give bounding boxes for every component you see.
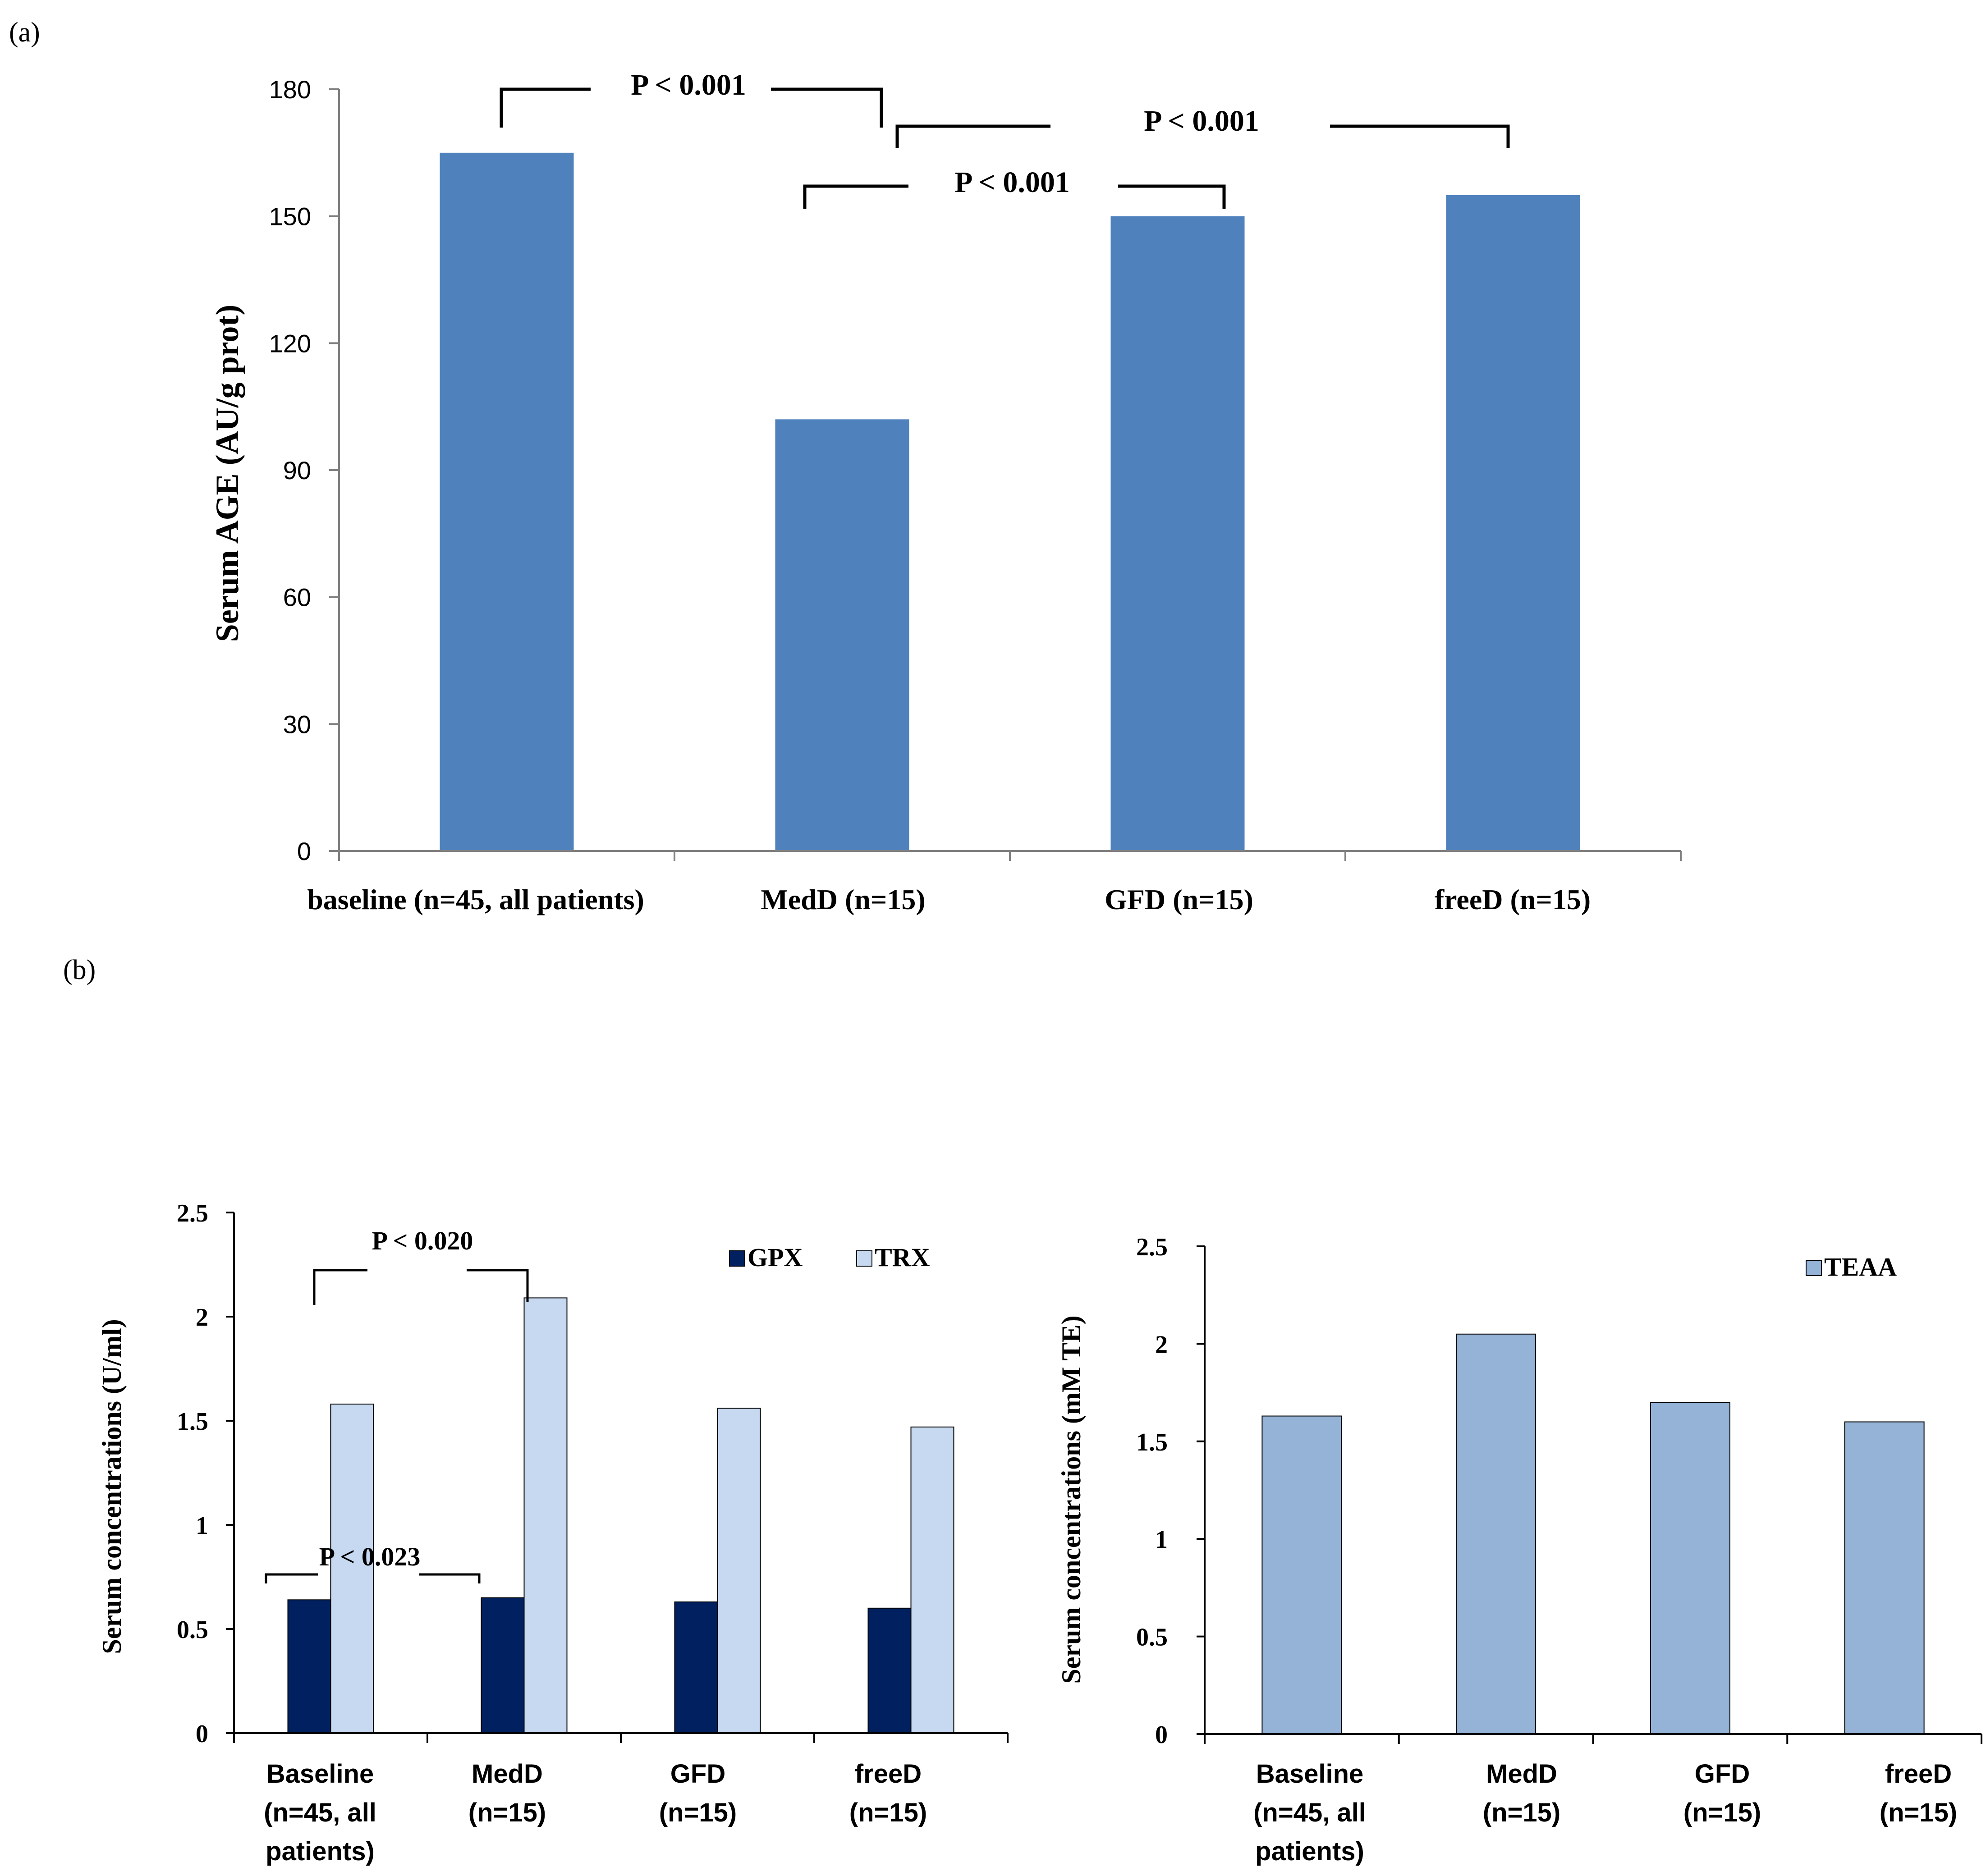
- b-left-legend: GPX TRX: [729, 1243, 930, 1272]
- b-left-bar-trx-0: [330, 1404, 374, 1734]
- b-left-bar-gpx-0: [287, 1599, 331, 1734]
- panel-label-b: (b): [63, 955, 96, 985]
- chart-b-left: 0 0.5 1 1.5 2 2.5 Baseline (n=45, all patients)…: [97, 1199, 1009, 1866]
- b-left-bar-gpx-1: [481, 1597, 525, 1734]
- legend-swatch-gpx: [729, 1250, 745, 1267]
- b-right-y-tick-label: 0.5: [1136, 1624, 1168, 1652]
- a-y-tick-label: 90: [283, 456, 311, 485]
- b-left-pvalue-trx: P < 0.020: [372, 1226, 473, 1255]
- b-left-categories: Baseline (n=45, all patients) MedD (n=15) GFD…: [264, 1759, 927, 1866]
- a-bar-serum-age-2: [1110, 216, 1245, 851]
- b-left-bracket-trx: P < 0.020: [313, 1226, 529, 1305]
- a-categories: baseline (n=45, all patients) MedD (n=15)…: [307, 883, 1591, 915]
- legend-label-trx: TRX: [875, 1243, 930, 1272]
- b-right-category-label: MedD (n=15): [1483, 1759, 1560, 1827]
- b-left-y-tick-label: 2.5: [177, 1199, 208, 1227]
- b-right-y-tick-label: 2.5: [1136, 1233, 1168, 1261]
- a-bars: [440, 152, 1580, 851]
- b-right-y-axis-label: Serum concentrations (mM TE): [1056, 1315, 1086, 1684]
- b-left-y-tick-label: 1.5: [177, 1408, 208, 1436]
- b-right-bar-teaa-3: [1844, 1421, 1925, 1734]
- b-left-category-label: Baseline (n=45, all patients): [264, 1759, 376, 1866]
- b-right-y-tick-label: 2: [1155, 1331, 1168, 1359]
- a-category-label: baseline (n=45, all patients): [307, 883, 644, 915]
- b-left-y-ticks: 0 0.5 1 1.5 2 2.5: [177, 1199, 234, 1748]
- a-bracket-1: P < 0.001: [500, 69, 883, 128]
- a-category-label: MedD (n=15): [761, 883, 925, 915]
- b-right-y-tick-label: 0: [1155, 1721, 1168, 1749]
- a-category-label: freeD (n=15): [1435, 883, 1591, 915]
- a-y-axis-label: Serum AGE (AU/g prot): [209, 305, 245, 642]
- b-left-y-tick-label: 0: [196, 1720, 208, 1748]
- b-right-bars: [1261, 1333, 1925, 1734]
- a-bar-serum-age-0: [440, 152, 574, 851]
- chart-a: 0 30 60 90 120 150 180 baseline (n=45, all pat…: [209, 69, 1682, 915]
- b-right-categories: Baseline (n=45, all patients) MedD (n=15) GFD…: [1253, 1759, 1957, 1866]
- a-bar-serum-age-1: [775, 419, 909, 851]
- b-left-bar-trx-3: [910, 1426, 954, 1734]
- legend-swatch-trx: [856, 1250, 872, 1267]
- b-right-y-ticks: 0 0.5 1 1.5 2 2.5: [1136, 1233, 1205, 1749]
- b-left-bar-gpx-2: [674, 1601, 718, 1734]
- b-right-bar-teaa-1: [1456, 1333, 1537, 1734]
- a-pvalue-1: P < 0.001: [631, 69, 746, 101]
- a-y-tick-label: 60: [283, 583, 311, 612]
- b-right-category-label: GFD (n=15): [1683, 1759, 1761, 1827]
- b-left-bars: [287, 1297, 954, 1734]
- b-right-legend: TEAA: [1806, 1252, 1897, 1281]
- b-left-axes: [233, 1213, 1009, 1743]
- a-bar-serum-age-3: [1446, 195, 1580, 851]
- legend-swatch-teaa: [1806, 1260, 1822, 1276]
- b-right-axes: [1204, 1246, 1982, 1744]
- b-right-category-label: Baseline (n=45, all patients): [1253, 1759, 1366, 1866]
- a-y-tick-label: 0: [297, 837, 311, 865]
- b-left-y-tick-label: 1: [196, 1512, 208, 1540]
- b-right-y-tick-label: 1: [1155, 1526, 1168, 1554]
- a-bracket-2: P < 0.001: [895, 105, 1510, 148]
- a-y-tick-label: 150: [269, 202, 311, 231]
- chart-b-right: 0 0.5 1 1.5 2 2.5 Baseline (n=45, all patients)…: [1056, 1233, 1982, 1866]
- b-left-category-label: MedD (n=15): [468, 1759, 546, 1827]
- a-y-tick-label: 180: [269, 75, 311, 104]
- b-left-pvalue-gpx: P < 0.023: [319, 1542, 421, 1571]
- b-right-category-label: freeD (n=15): [1880, 1759, 1957, 1827]
- a-axes: [338, 89, 1682, 861]
- a-category-label: GFD (n=15): [1105, 883, 1253, 915]
- a-pvalue-3: P < 0.001: [954, 166, 1070, 199]
- a-y-tick-label: 120: [269, 329, 311, 357]
- panel-label-a: (a): [9, 17, 40, 48]
- b-left-bar-trx-1: [523, 1297, 568, 1734]
- a-y-ticks: 0 30 60 90 120 150 180: [269, 75, 339, 865]
- a-bracket-3: P < 0.001: [803, 166, 1226, 209]
- b-left-bar-gpx-3: [867, 1607, 912, 1734]
- b-right-bar-teaa-2: [1650, 1402, 1730, 1734]
- b-left-bracket-gpx: P < 0.023: [265, 1542, 481, 1583]
- a-pvalue-2: P < 0.001: [1144, 105, 1259, 137]
- b-left-y-axis-label: Serum concentrations (U/ml): [97, 1319, 127, 1654]
- b-right-y-tick-label: 1.5: [1136, 1428, 1168, 1456]
- a-y-tick-label: 30: [283, 710, 311, 738]
- b-left-y-tick-label: 0.5: [177, 1616, 208, 1644]
- legend-label-gpx: GPX: [748, 1243, 803, 1272]
- b-left-category-label: GFD (n=15): [659, 1759, 737, 1827]
- b-left-category-label: freeD (n=15): [849, 1759, 927, 1827]
- b-left-y-tick-label: 2: [196, 1304, 208, 1332]
- legend-label-teaa: TEAA: [1824, 1252, 1897, 1281]
- b-left-bar-trx-2: [717, 1408, 761, 1734]
- b-right-bar-teaa-0: [1261, 1415, 1342, 1734]
